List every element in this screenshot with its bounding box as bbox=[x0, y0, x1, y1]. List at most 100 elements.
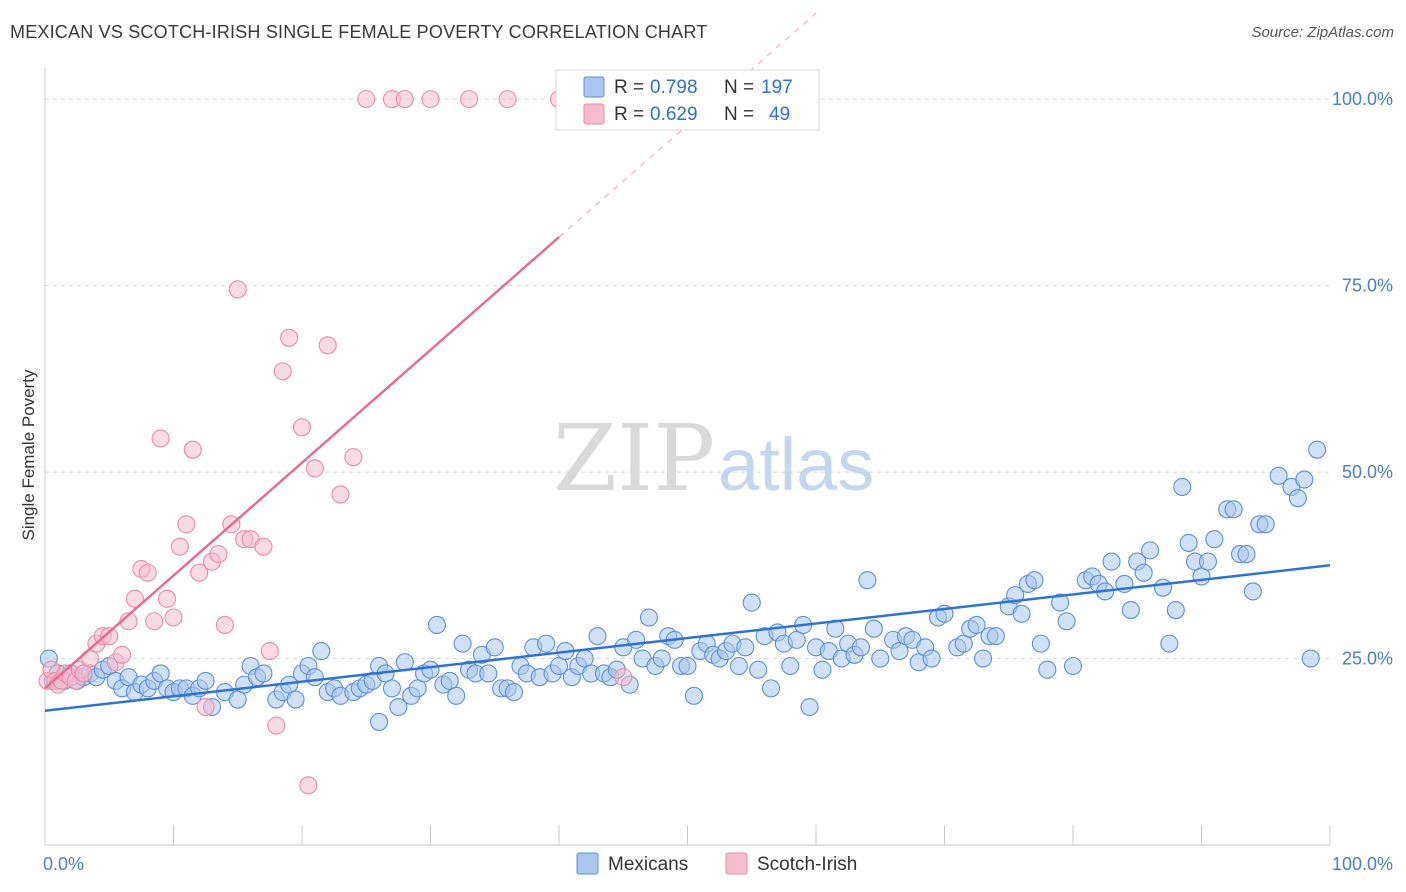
scotch-irish-point-25 bbox=[177, 515, 196, 534]
scotch-irish-trend-line bbox=[44, 236, 560, 690]
scotch-irish-point-9 bbox=[74, 664, 93, 683]
mexicans-trend-line bbox=[44, 564, 1331, 712]
bottom-legend-swatch-mexicans bbox=[576, 852, 599, 875]
y-tick-label-1: 50.0% bbox=[1342, 462, 1393, 482]
bottom-legend-mexicans: Mexicans bbox=[608, 854, 688, 875]
scotch-irish-point-27 bbox=[190, 563, 209, 582]
mexicans-point-107 bbox=[742, 593, 761, 612]
mexicans-point-140 bbox=[967, 615, 986, 635]
scotch-irish-point-23 bbox=[164, 608, 183, 627]
mexicans-point-141 bbox=[973, 649, 993, 668]
series-scotch-irish-points bbox=[38, 90, 633, 795]
mexicans-point-62 bbox=[453, 634, 472, 653]
series-mexicans-points bbox=[39, 440, 1327, 731]
mexicans-point-148 bbox=[1025, 571, 1044, 590]
mexicans-point-116 bbox=[800, 697, 819, 717]
mexicans-point-125 bbox=[858, 571, 877, 590]
mexicans-point-180 bbox=[1269, 466, 1288, 485]
mexicans-point-93 bbox=[652, 649, 671, 668]
scotch-irish-point-37 bbox=[260, 642, 279, 661]
mexicans-point-177 bbox=[1243, 582, 1262, 601]
mexicans-point-158 bbox=[1102, 552, 1121, 571]
mexicans-point-160 bbox=[1121, 600, 1140, 620]
chart-title: MEXICAN VS SCOTCH-IRISH SINGLE FEMALE PO… bbox=[10, 22, 708, 42]
bottom-legend-swatch-scotch-irish bbox=[725, 852, 748, 875]
axes bbox=[44, 68, 1331, 846]
mexicans-point-129 bbox=[890, 642, 909, 661]
bottom-legend-scotch-irish: Scotch-Irish bbox=[757, 854, 857, 875]
scotch-irish-point-47 bbox=[357, 90, 376, 109]
mexicans-point-108 bbox=[749, 660, 768, 679]
scotch-irish-point-20 bbox=[145, 612, 164, 631]
scotch-irish-point-43 bbox=[305, 459, 324, 478]
mexicans-point-105 bbox=[729, 656, 748, 676]
legend-n-label-2: N = bbox=[724, 104, 754, 125]
mexicans-point-98 bbox=[684, 686, 703, 705]
mexicans-point-179 bbox=[1256, 515, 1275, 534]
source-label: Source: ZipAtlas.com bbox=[1251, 24, 1394, 41]
mexicans-point-151 bbox=[1051, 593, 1070, 612]
mexicans-point-153 bbox=[1063, 656, 1083, 676]
scotch-irish-point-49 bbox=[395, 90, 414, 109]
scotch-irish-point-36 bbox=[254, 537, 273, 556]
mexicans-point-184 bbox=[1301, 649, 1320, 668]
legend-box: R = 0.798 N = 197 R = 0.629 N = 49 bbox=[555, 69, 820, 131]
x-tick-label-0: 0.0% bbox=[43, 854, 84, 874]
scotch-irish-point-54 bbox=[614, 668, 633, 687]
mexicans-point-77 bbox=[549, 656, 569, 676]
mexicans-point-127 bbox=[871, 649, 890, 668]
mexicans-point-25 bbox=[196, 671, 215, 690]
scotch-irish-point-13 bbox=[100, 627, 119, 646]
mexicans-point-118 bbox=[813, 660, 832, 679]
mexicans-point-75 bbox=[537, 634, 556, 653]
legend-n-value-1: 197 bbox=[761, 77, 793, 98]
scotch-irish-point-51 bbox=[459, 90, 479, 109]
mexicans-point-185 bbox=[1308, 440, 1327, 459]
y-tick-label-2: 75.0% bbox=[1342, 276, 1393, 296]
scotch-irish-point-30 bbox=[209, 545, 228, 564]
mexicans-point-55 bbox=[408, 679, 427, 698]
mexicans-point-124 bbox=[851, 638, 871, 657]
mexicans-point-168 bbox=[1179, 533, 1198, 552]
x-tick-label-1: 100.0% bbox=[1332, 854, 1393, 874]
mexicans-point-39 bbox=[305, 668, 324, 687]
scotch-irish-point-41 bbox=[292, 418, 312, 437]
y-axis-label: Single Female Poverty bbox=[19, 369, 38, 541]
scotch-irish-point-50 bbox=[421, 90, 440, 109]
mexicans-point-163 bbox=[1141, 541, 1160, 560]
legend-r-label-1: R = bbox=[614, 77, 644, 98]
mexicans-point-182 bbox=[1288, 489, 1307, 508]
mexicans-point-52 bbox=[389, 697, 408, 717]
mexicans-point-110 bbox=[761, 679, 781, 698]
mexicans-point-66 bbox=[479, 664, 498, 683]
bottom-legend: Mexicans Scotch-Irish bbox=[576, 852, 857, 875]
mexicans-point-176 bbox=[1237, 545, 1256, 564]
y-tick-label-0: 25.0% bbox=[1342, 649, 1393, 669]
mexicans-point-149 bbox=[1031, 634, 1050, 653]
y-tick-label-3: 100.0% bbox=[1332, 89, 1393, 109]
mexicans-point-134 bbox=[922, 649, 941, 668]
mexicans-point-70 bbox=[504, 683, 524, 702]
scotch-irish-point-40 bbox=[280, 328, 299, 347]
mexicans-point-138 bbox=[954, 634, 973, 653]
mexicans-point-67 bbox=[485, 638, 504, 657]
mexicans-point-146 bbox=[1012, 604, 1031, 623]
mexicans-point-164 bbox=[1153, 578, 1172, 597]
mexicans-point-50 bbox=[370, 712, 389, 731]
mexicans-point-126 bbox=[864, 619, 883, 638]
mexicans-point-91 bbox=[639, 608, 659, 627]
mexicans-point-174 bbox=[1224, 500, 1243, 519]
scotch-irish-point-24 bbox=[170, 537, 189, 556]
mexicans-point-143 bbox=[986, 627, 1005, 646]
scotch-irish-point-28 bbox=[196, 697, 215, 717]
watermark-zip: ZIP bbox=[553, 405, 715, 512]
scotch-irish-point-42 bbox=[299, 776, 318, 795]
mexicans-point-152 bbox=[1057, 612, 1076, 631]
mexicans-point-106 bbox=[736, 638, 755, 657]
mexicans-point-40 bbox=[312, 642, 331, 661]
mexicans-point-61 bbox=[447, 686, 466, 705]
mexicans-point-57 bbox=[421, 660, 440, 679]
mexicans-point-36 bbox=[286, 690, 305, 709]
scotch-irish-point-45 bbox=[331, 485, 350, 504]
mexicans-point-183 bbox=[1295, 470, 1314, 489]
